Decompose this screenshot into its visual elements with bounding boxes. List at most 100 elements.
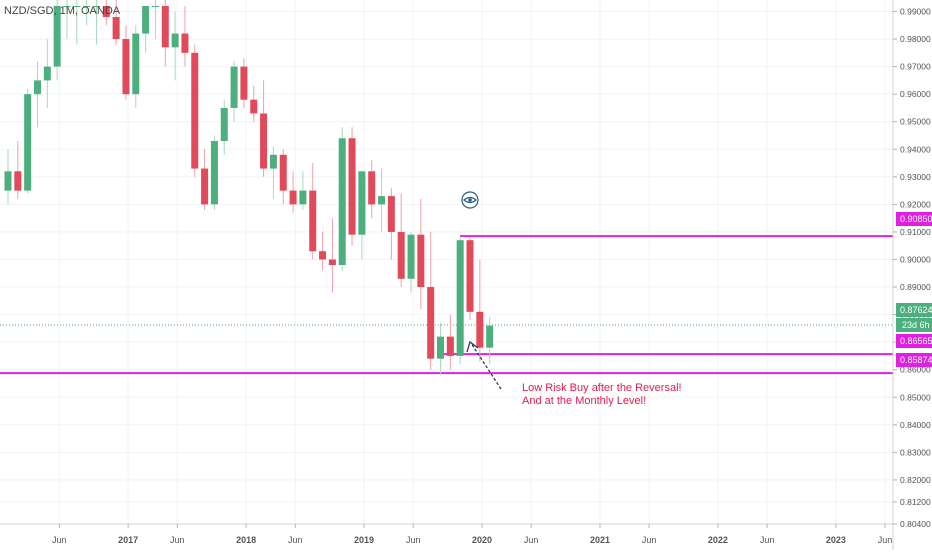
candle-body [397, 231, 405, 279]
candle [43, 39, 51, 108]
price-tick-label: 0.85000 [900, 392, 931, 402]
candle-body [378, 196, 386, 205]
candle [299, 171, 307, 210]
price-tick-label: 0.98000 [900, 34, 931, 44]
candle [53, 0, 61, 81]
candle [83, 0, 91, 26]
candle [142, 6, 150, 53]
svg-text:23d 6h: 23d 6h [902, 320, 930, 330]
price-labels: 0.90850 0.87624 23d 6h 0.86565 0.85874 [896, 212, 932, 367]
candle [456, 237, 464, 365]
time-tick-label: Jun [760, 535, 775, 545]
candle-body [328, 259, 336, 265]
candle [486, 317, 494, 365]
candle-body [210, 141, 218, 205]
time-tick-label: 2019 [354, 535, 374, 545]
candle-body [476, 311, 484, 348]
label-current-price: 0.87624 [896, 303, 932, 317]
price-tick-label: 0.80400 [900, 519, 931, 529]
candle [437, 322, 445, 376]
candle [181, 6, 189, 67]
candle [387, 187, 395, 260]
candle-body [220, 107, 228, 142]
candle [73, 0, 81, 45]
candle [289, 171, 297, 213]
time-tick-label: 2022 [708, 535, 728, 545]
candle-body [358, 171, 366, 235]
candle-body [161, 6, 169, 48]
candle [240, 58, 248, 108]
price-tick-label: 0.84000 [900, 420, 931, 430]
candle-body [132, 33, 140, 95]
candle-body [53, 6, 61, 67]
price-tick-label: 0.99000 [900, 7, 931, 17]
annotation-arrow [470, 342, 502, 390]
time-tick-label: Jun [878, 535, 893, 545]
candle-body [83, 6, 91, 7]
price-tick-label: 0.83000 [900, 447, 931, 457]
candle-body [437, 336, 445, 359]
candle [476, 259, 484, 362]
price-tick-label: 0.93000 [900, 172, 931, 182]
candle-body [102, 6, 110, 18]
candle-body [348, 138, 356, 235]
candle-body [368, 171, 376, 205]
candle-body [466, 240, 474, 312]
candle-body [151, 6, 159, 7]
annotation-text-line1: Low Risk Buy after the Reversal! [522, 382, 682, 394]
price-tick-label: 0.89000 [900, 282, 931, 292]
svg-text:0.86565: 0.86565 [900, 336, 932, 346]
candle-body [456, 240, 464, 356]
candle [269, 146, 277, 199]
candle [230, 61, 238, 122]
time-tick-label: Jun [170, 535, 185, 545]
horizontal-levels [0, 235, 893, 375]
time-tick-label: Jun [288, 535, 303, 545]
svg-text:0.87624: 0.87624 [900, 305, 932, 315]
candle-body [63, 6, 71, 7]
candle-body [24, 94, 32, 191]
candle [210, 135, 218, 210]
price-tick-label: 0.82000 [900, 475, 931, 485]
candle-body [299, 190, 307, 205]
candle [319, 231, 327, 271]
candle [63, 0, 71, 40]
candle [279, 149, 287, 205]
price-tick-label: 0.91000 [900, 227, 931, 237]
candle-body [240, 66, 248, 100]
annotation-text-line2: And at the Monthly Level! [522, 395, 646, 407]
eye-icon[interactable] [461, 191, 479, 209]
candle-body [112, 17, 120, 40]
candle [151, 0, 159, 40]
candle [466, 237, 474, 321]
candle [348, 127, 356, 246]
time-tick-label: Jun [524, 535, 539, 545]
candle [358, 171, 366, 260]
candle [250, 85, 258, 122]
candle-body [92, 6, 100, 7]
candle-body [181, 33, 189, 53]
time-tick-label: Jun [642, 535, 657, 545]
candle-body [260, 113, 268, 169]
candle [4, 149, 12, 205]
price-axis[interactable]: 0.99000 0.98000 0.97000 0.96000 0.95000 0.940… [892, 0, 931, 550]
candle [161, 0, 169, 67]
time-axis[interactable]: Jun 2017 Jun 2018 Jun 2019 Jun 2020 Jun 2021 Jun 20… [0, 523, 893, 545]
candle-body [309, 190, 317, 252]
candle-body [417, 234, 425, 288]
time-tick-label: 2021 [590, 535, 610, 545]
time-tick-label: 2017 [118, 535, 138, 545]
candle-body [142, 6, 150, 34]
candle-body [250, 99, 258, 114]
candle-body [171, 33, 179, 48]
candle [407, 231, 415, 293]
price-tick-label: 0.97000 [900, 62, 931, 72]
price-tick-label: 0.81200 [900, 497, 931, 507]
candle [92, 0, 100, 45]
time-tick-label: Jun [406, 535, 421, 545]
symbol-title[interactable]: NZD/SGD, 1M, OANDA [4, 5, 121, 17]
candle [220, 99, 228, 155]
price-tick-label: 0.90000 [900, 254, 931, 264]
